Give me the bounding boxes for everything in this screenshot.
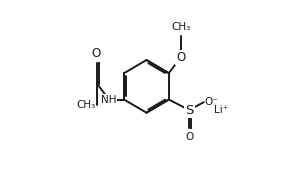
Text: S: S [185, 104, 193, 117]
Text: NH: NH [101, 95, 117, 104]
Text: O: O [176, 51, 185, 64]
Text: O: O [185, 132, 193, 142]
Text: O⁻: O⁻ [204, 97, 218, 107]
Text: Li⁺: Li⁺ [214, 105, 229, 115]
Text: CH₃: CH₃ [76, 100, 96, 110]
Text: O: O [92, 47, 101, 60]
Text: CH₃: CH₃ [171, 22, 190, 32]
